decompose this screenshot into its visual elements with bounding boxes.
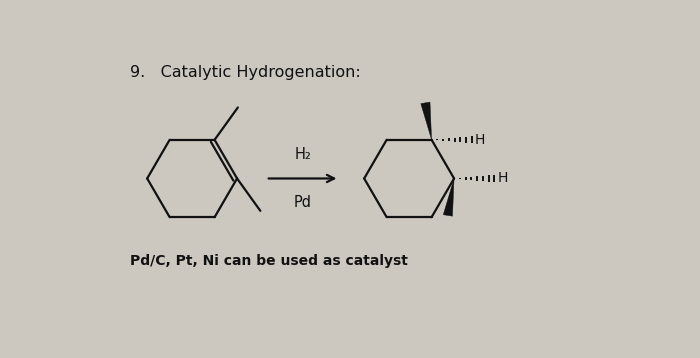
Text: Pd/C, Pt, Ni can be used as catalyst: Pd/C, Pt, Ni can be used as catalyst — [130, 254, 408, 268]
Text: 9.   Catalytic Hydrogenation:: 9. Catalytic Hydrogenation: — [130, 64, 361, 79]
Text: H: H — [498, 171, 508, 185]
Text: H₂: H₂ — [294, 146, 311, 161]
Polygon shape — [421, 102, 432, 140]
Text: Pd: Pd — [293, 195, 312, 211]
Text: H: H — [475, 133, 485, 147]
Polygon shape — [443, 179, 454, 216]
